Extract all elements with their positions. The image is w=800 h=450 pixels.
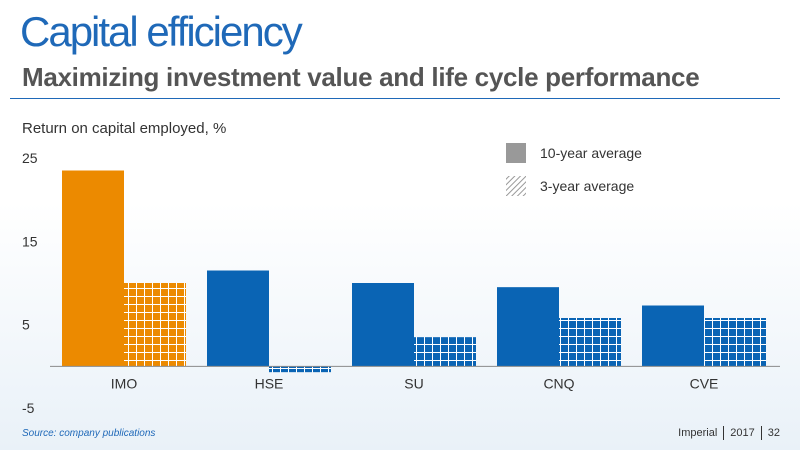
- bar-cnq-10yr: [497, 287, 559, 367]
- company-name: Imperial: [678, 427, 718, 439]
- y-axis-label: Return on capital employed, %: [22, 120, 226, 137]
- slide-title: Capital efficiency: [20, 8, 303, 55]
- footer-year: 2017: [730, 427, 755, 439]
- x-tick-label: SU: [404, 375, 423, 391]
- title-divider: [10, 98, 780, 99]
- legend-swatch-solid: [506, 143, 526, 163]
- y-tick-label: 5: [22, 317, 30, 333]
- legend-label: 3-year average: [540, 178, 634, 194]
- y-tick-label: 15: [22, 233, 38, 249]
- chart-legend: 10-year average 3-year average: [506, 143, 642, 196]
- page-number: 32: [767, 427, 780, 439]
- bar-hse-3yr: [269, 366, 331, 373]
- x-tick-label: CNQ: [543, 375, 574, 391]
- bar-cve-3yr: [704, 318, 766, 367]
- bar-su-3yr: [414, 337, 476, 367]
- legend-label: 10-year average: [540, 145, 642, 161]
- footer-separator: [723, 426, 725, 440]
- bar-su-10yr: [352, 283, 414, 367]
- footer-info: Imperial 2017 32: [678, 426, 780, 440]
- bar-hse-10yr: [207, 270, 269, 367]
- x-tick-label: HSE: [255, 375, 284, 391]
- x-tick-label: CVE: [690, 375, 719, 391]
- slide-subtitle: Maximizing investment value and life cyc…: [22, 62, 700, 92]
- footer-separator: [760, 426, 762, 440]
- bar-imo-10yr: [62, 170, 124, 367]
- bar-imo-3yr: [124, 283, 186, 367]
- y-tick-label: -5: [22, 400, 35, 416]
- y-tick-label: 25: [22, 150, 38, 166]
- source-note: Source: company publications: [22, 428, 156, 439]
- x-tick-label: IMO: [111, 375, 138, 391]
- bar-cnq-3yr: [559, 318, 621, 367]
- bar-cve-10yr: [642, 305, 704, 367]
- legend-swatch-hatched: [506, 176, 526, 196]
